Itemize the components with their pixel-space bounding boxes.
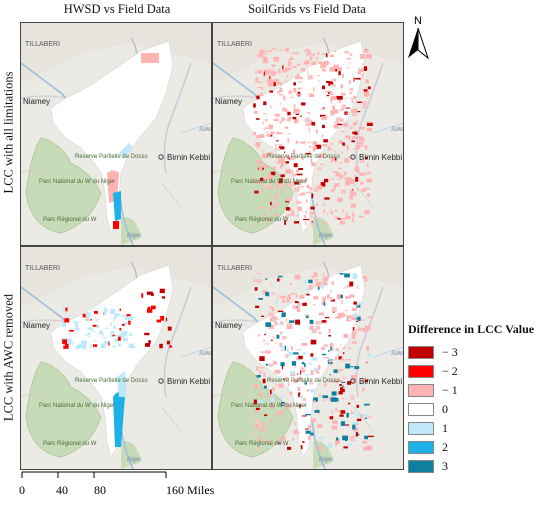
north-label: N <box>414 15 422 27</box>
city-label-niamey: Niamey <box>23 321 50 330</box>
legend-item: 1 <box>408 419 550 438</box>
river-label-soko: Soko <box>391 127 403 133</box>
legend: Difference in LCC Value − 3 − 2 − 1 0 1 2 3 <box>408 322 550 476</box>
city-label-birnin-kebbi: Birnin Kebbi <box>359 153 402 162</box>
park-label-national: Parc National du W du Niger <box>39 403 115 409</box>
row-label-all-limitations: LCC with all limitations <box>1 71 16 194</box>
park-label-regional: Parc Régional du W <box>235 217 289 223</box>
reserve-label: Reserve Partielle de Dosso <box>267 154 340 160</box>
legend-label: − 2 <box>442 364 458 378</box>
legend-item: 0 <box>408 400 550 419</box>
river-label: Niger <box>319 233 334 239</box>
legend-label: 2 <box>442 440 448 454</box>
legend-title: Difference in LCC Value <box>408 322 535 336</box>
legend-item: 3 <box>408 457 550 476</box>
scale-tick-40: 40 <box>56 483 68 497</box>
row-label-awc-removed: LCC with AWC removed <box>1 293 16 422</box>
park-label-national: Parc National du W du Niger <box>39 179 115 185</box>
city-label-birnin-kebbi: Birnin Kebbi <box>359 377 402 386</box>
city-label-birnin-kebbi: Birnin Kebbi <box>167 377 210 386</box>
legend-item: − 1 <box>408 381 550 400</box>
legend-swatch <box>408 384 434 397</box>
scale-tick-80: 80 <box>94 483 106 497</box>
map-panel-hwsd-all-limitations: TILLABERI Niamey Birnin Kebbi Reserve Pa… <box>20 22 212 246</box>
river-label-soko: Soko <box>199 127 211 133</box>
park-label-national: Parc National du W du Niger <box>231 403 307 409</box>
legend-label: − 1 <box>442 383 458 397</box>
map-panel-hwsd-awc-removed: TILLABERI Niamey Birnin Kebbi Reserve Pa… <box>20 246 212 470</box>
legend-swatch <box>408 460 434 473</box>
legend-item: − 2 <box>408 362 550 381</box>
scale-tick-160: 160 Miles <box>166 483 215 497</box>
north-arrow-icon: N <box>404 12 432 62</box>
river-label: Niger <box>127 457 142 463</box>
region-label: TILLABERI <box>25 41 60 48</box>
legend-label: 3 <box>442 459 448 473</box>
park-label-regional: Parc Régional du W <box>235 441 289 447</box>
city-label-birnin-kebbi: Birnin Kebbi <box>167 153 210 162</box>
region-label: TILLABERI <box>217 41 252 48</box>
legend-swatch <box>408 346 434 359</box>
legend-label: − 3 <box>442 345 458 359</box>
map-panel-soilgrids-awc-removed: TILLABERI Niamey Birnin Kebbi Reserve Pa… <box>212 246 404 470</box>
park-label-national: Parc National du W du Niger <box>231 179 307 185</box>
legend-label: 1 <box>442 421 448 435</box>
scale-tick-0: 0 <box>19 483 25 497</box>
river-label-soko: Soko <box>391 351 403 357</box>
reserve-label: Reserve Partielle de Dosso <box>75 154 148 160</box>
city-label-niamey: Niamey <box>23 97 50 106</box>
region-label: TILLABERI <box>217 265 252 272</box>
region-label: TILLABERI <box>25 265 60 272</box>
scale-bar: 0 40 80 160 Miles <box>0 468 260 502</box>
column-title-hwsd: HWSD vs Field Data <box>63 2 171 16</box>
park-label-regional: Parc Régional du W <box>43 217 97 223</box>
legend-swatch <box>408 422 434 435</box>
reserve-label: Reserve Partielle de Dosso <box>267 378 340 384</box>
legend-item: − 3 <box>408 343 550 362</box>
legend-swatch <box>408 441 434 454</box>
map-panel-soilgrids-all-limitations: TILLABERI Niamey Birnin Kebbi Reserve Pa… <box>212 22 404 246</box>
legend-swatch <box>408 403 434 416</box>
legend-label: 0 <box>442 402 448 416</box>
column-title-soilgrids: SoilGrids vs Field Data <box>248 2 366 16</box>
river-label: Niger <box>319 457 334 463</box>
river-label: Niger <box>127 233 142 239</box>
river-label-soko: Soko <box>199 351 211 357</box>
park-label-regional: Parc Régional du W <box>43 441 97 447</box>
city-label-niamey: Niamey <box>215 321 242 330</box>
legend-item: 2 <box>408 438 550 457</box>
city-label-niamey: Niamey <box>215 97 242 106</box>
reserve-label: Reserve Partielle de Dosso <box>75 378 148 384</box>
legend-swatch <box>408 365 434 378</box>
